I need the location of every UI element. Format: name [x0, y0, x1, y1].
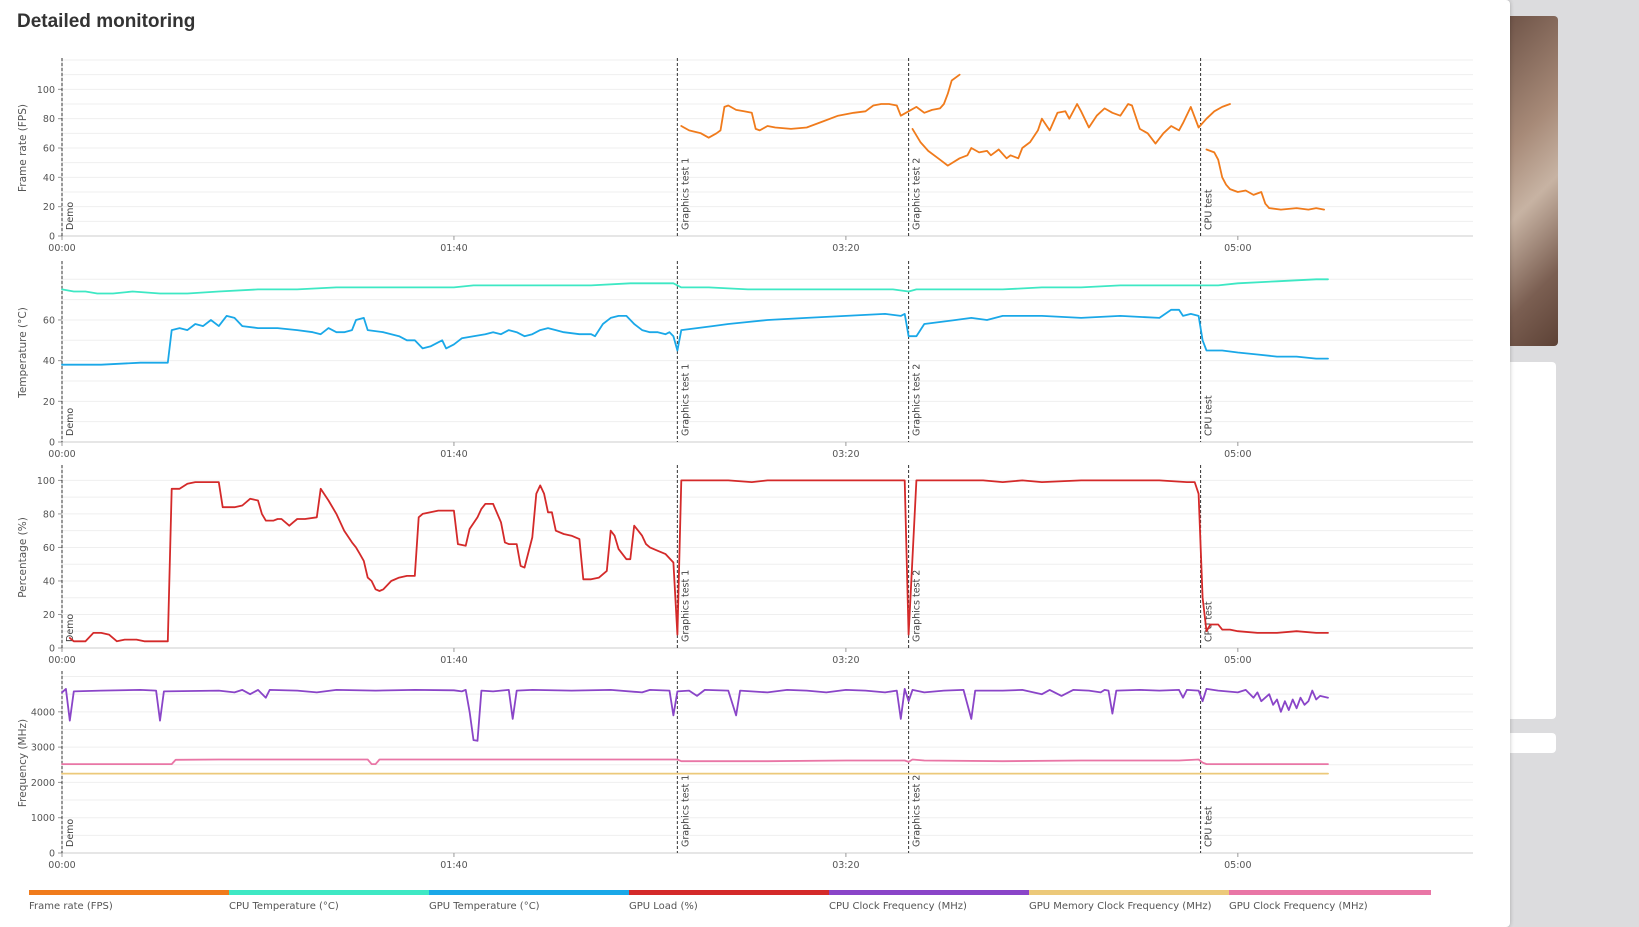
y-tick-label: 60 [43, 144, 55, 155]
y-tick-label: 80 [43, 509, 55, 520]
y-tick-label: 100 [37, 85, 55, 96]
legend-swatch [229, 890, 431, 895]
series-line-gpu-clock-frequency-mhz [61, 758, 1329, 765]
series-line-frame-rate-fps [911, 103, 1231, 167]
legend-label: GPU Temperature (°C) [429, 901, 540, 912]
chart-panel-3: 0 20 40 60 80 100 00:00 01:40 03:20 05:00 Percenta… [17, 465, 1473, 666]
test-marker-label: CPU test [1204, 395, 1215, 436]
legend-item: CPU Temperature (°C) [229, 890, 431, 912]
background-card [1508, 362, 1556, 719]
series-line-cpu-temperature-c [61, 278, 1329, 295]
y-tick-label: 60 [43, 315, 55, 326]
test-marker-label: Graphics test 2 [912, 570, 923, 642]
legend-item: CPU Clock Frequency (MHz) [829, 890, 1031, 912]
y-tick-label: 0 [49, 644, 55, 655]
x-tick-label: 05:00 [1224, 860, 1251, 871]
test-marker-label: Demo [65, 819, 76, 847]
x-tick-label: 01:40 [440, 449, 467, 460]
background-photo [1508, 16, 1558, 346]
series-line-frame-rate-fps [1205, 148, 1325, 211]
legend-label: CPU Clock Frequency (MHz) [829, 901, 967, 912]
background-card-lower [1508, 733, 1556, 753]
series-line-gpu-temperature-c [61, 308, 1329, 366]
legend-item: GPU Load (%) [629, 890, 831, 912]
test-marker-label: CPU test [1204, 806, 1215, 847]
test-marker-label: Graphics test 2 [912, 775, 923, 847]
y-tick-label: 20 [43, 610, 55, 621]
x-tick-label: 05:00 [1224, 449, 1251, 460]
x-tick-label: 03:20 [832, 243, 859, 254]
y-tick-label: 3000 [31, 743, 55, 754]
test-marker-label: CPU test [1204, 189, 1215, 230]
y-axis-label: Frame rate (FPS) [17, 104, 29, 192]
test-marker-label: Graphics test 1 [680, 775, 691, 847]
y-tick-label: 20 [43, 202, 55, 213]
x-tick-label: 03:20 [832, 449, 859, 460]
legend-swatch [1229, 890, 1431, 895]
x-tick-label: 00:00 [48, 655, 75, 666]
y-tick-label: 60 [43, 543, 55, 554]
y-axis-label: Frequency (MHz) [17, 719, 29, 807]
x-tick-label: 05:00 [1224, 243, 1251, 254]
chart-panel-1: 0 20 40 60 80 100 00:00 01:40 03:20 05:00 Frame ra… [17, 58, 1473, 254]
x-tick-label: 00:00 [48, 243, 75, 254]
series-line-frame-rate-fps [680, 73, 961, 139]
legend-swatch [1029, 890, 1231, 895]
x-tick-label: 01:40 [440, 243, 467, 254]
series-line-gpu-load [68, 479, 1329, 643]
legend-label: GPU Memory Clock Frequency (MHz) [1029, 901, 1212, 912]
test-marker-label: Graphics test 1 [680, 158, 691, 230]
y-tick-label: 0 [49, 438, 55, 449]
y-tick-label: 40 [43, 356, 55, 367]
y-tick-label: 40 [43, 173, 55, 184]
y-axis-label: Temperature (°C) [17, 307, 29, 399]
test-marker-label: Graphics test 1 [680, 364, 691, 436]
x-tick-label: 03:20 [832, 655, 859, 666]
legend-item: GPU Clock Frequency (MHz) [1229, 890, 1431, 912]
test-marker-label: Graphics test 1 [680, 570, 691, 642]
chart-panel-2: 0 20 40 60 00:00 01:40 03:20 05:00 Temperature (… [17, 261, 1473, 460]
y-tick-label: 100 [37, 476, 55, 487]
legend-label: GPU Load (%) [629, 901, 698, 912]
legend-swatch [429, 890, 631, 895]
detailed-monitoring-panel: Detailed monitoring 0 20 40 60 80 100 00:00 01:… [0, 0, 1510, 927]
y-tick-label: 4000 [31, 707, 55, 718]
legend-label: GPU Clock Frequency (MHz) [1229, 901, 1368, 912]
y-tick-label: 80 [43, 114, 55, 125]
x-tick-label: 00:00 [48, 449, 75, 460]
legend-item: Frame rate (FPS) [29, 890, 231, 912]
y-tick-label: 0 [49, 849, 55, 860]
series-line-cpu-clock-frequency-mhz [61, 688, 1329, 742]
y-tick-label: 20 [43, 397, 55, 408]
test-marker-label: Demo [65, 614, 76, 642]
x-tick-label: 01:40 [440, 655, 467, 666]
page-title: Detailed monitoring [17, 11, 196, 32]
test-marker-label: CPU test [1204, 601, 1215, 642]
y-axis-label: Percentage (%) [17, 517, 29, 598]
legend-swatch [29, 890, 231, 895]
test-marker-label: Graphics test 2 [912, 158, 923, 230]
legend-item: GPU Temperature (°C) [429, 890, 631, 912]
y-tick-label: 0 [49, 232, 55, 243]
legend-item: GPU Memory Clock Frequency (MHz) [1029, 890, 1231, 912]
test-marker-label: Demo [65, 408, 76, 436]
x-tick-label: 01:40 [440, 860, 467, 871]
legend-label: CPU Temperature (°C) [229, 901, 339, 912]
test-marker-label: Graphics test 2 [912, 364, 923, 436]
monitoring-charts: 0 20 40 60 80 100 00:00 01:40 03:20 05:00 Frame ra… [17, 58, 1473, 871]
y-tick-label: 2000 [31, 778, 55, 789]
y-tick-label: 1000 [31, 813, 55, 824]
test-marker-label: Demo [65, 202, 76, 230]
x-tick-label: 05:00 [1224, 655, 1251, 666]
legend-swatch [829, 890, 1031, 895]
legend-swatch [629, 890, 831, 895]
x-tick-label: 00:00 [48, 860, 75, 871]
chart-panel-4: 0 1000 2000 3000 4000 00:00 01:40 03:20 05:00 Fre… [17, 671, 1473, 871]
y-tick-label: 40 [43, 576, 55, 587]
x-tick-label: 03:20 [832, 860, 859, 871]
legend-label: Frame rate (FPS) [29, 901, 113, 912]
